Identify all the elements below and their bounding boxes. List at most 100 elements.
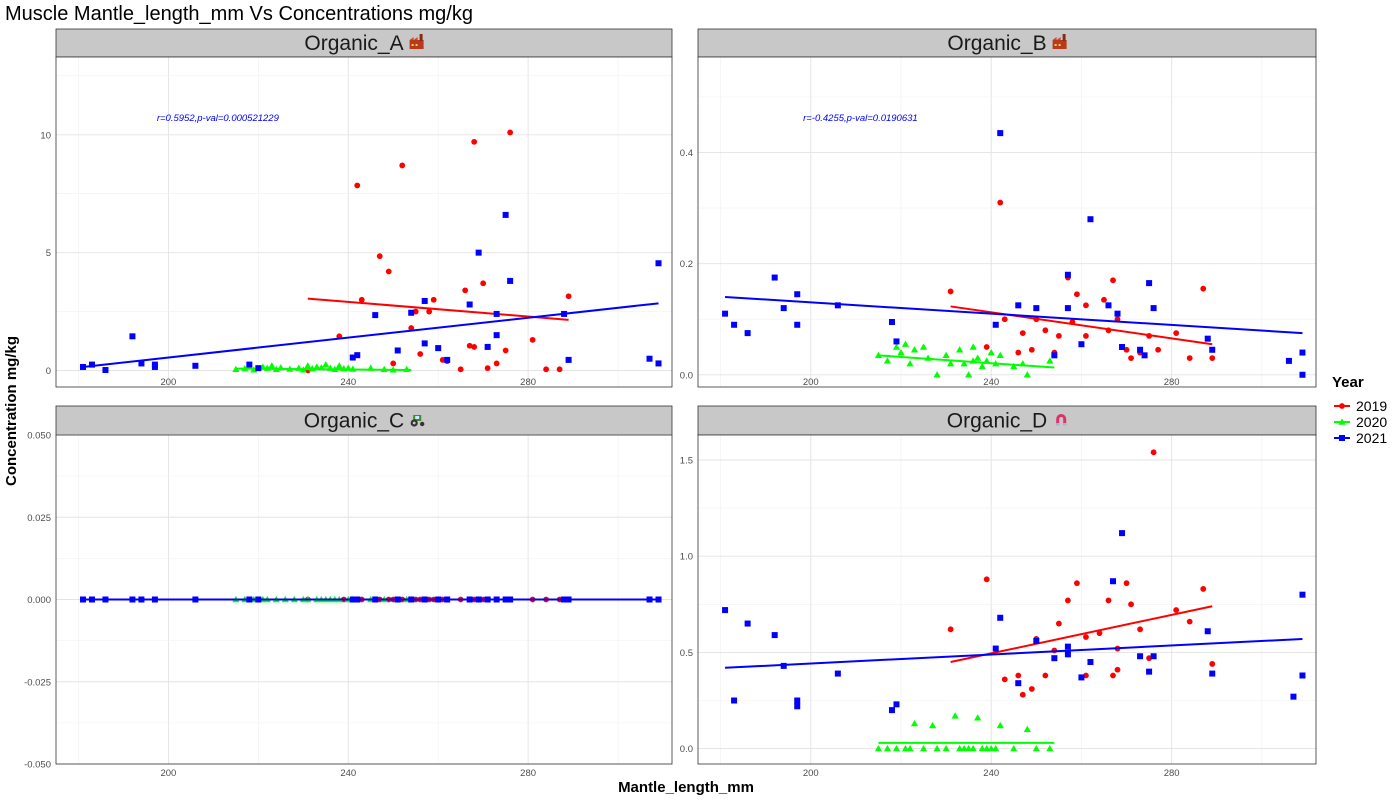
- data-point: [1110, 277, 1116, 284]
- data-point: [1123, 346, 1130, 353]
- data-point: [1023, 371, 1031, 378]
- data-point: [102, 367, 109, 374]
- data-point: [996, 721, 1004, 729]
- legend-item-2021: 2021: [1334, 430, 1387, 446]
- data-point: [1119, 344, 1126, 350]
- data-point: [322, 361, 330, 368]
- data-point: [493, 310, 500, 317]
- y-tick-label: 0.5: [680, 648, 693, 659]
- panel-border: [55, 434, 673, 765]
- series-2020: [874, 340, 1055, 378]
- panel-strip: [55, 405, 673, 436]
- data-point: [1200, 586, 1207, 592]
- x-tick-label: 240: [983, 768, 999, 779]
- data-point: [471, 138, 478, 145]
- legend-label: 2019: [1356, 398, 1387, 414]
- data-layer: [722, 130, 1306, 378]
- data-point: [1051, 655, 1058, 662]
- y-tick-label: 0.2: [680, 259, 693, 270]
- data-point: [475, 249, 482, 256]
- data-point: [722, 310, 729, 317]
- data-point: [556, 366, 563, 373]
- data-point: [1015, 349, 1022, 356]
- data-point: [1128, 601, 1134, 608]
- panel-strip: [697, 28, 1317, 58]
- data-point: [983, 745, 991, 752]
- trend-line: [725, 637, 1303, 669]
- plot-area: [698, 435, 1316, 764]
- data-point: [974, 354, 982, 361]
- trend-line: [307, 297, 569, 321]
- data-point: [1074, 580, 1080, 587]
- data-point: [484, 365, 491, 372]
- data-point: [992, 321, 999, 328]
- data-point: [960, 745, 968, 752]
- data-point: [974, 714, 982, 721]
- data-point: [744, 620, 751, 627]
- legend-label: 2020: [1356, 414, 1387, 430]
- data-point: [1299, 672, 1306, 679]
- legend-label: 2021: [1356, 430, 1387, 446]
- data-point: [529, 336, 536, 343]
- panel-strip-label: Organic_D: [947, 410, 1047, 433]
- data-point: [1078, 674, 1085, 681]
- panel-strip-label: Organic_C: [304, 410, 404, 433]
- data-point: [151, 363, 158, 370]
- data-point: [1119, 530, 1126, 537]
- data-point: [417, 351, 424, 357]
- data-point: [426, 308, 433, 315]
- data-point: [408, 309, 415, 316]
- data-point: [928, 721, 937, 729]
- x-tick-label: 200: [803, 768, 819, 779]
- data-point: [88, 361, 95, 368]
- data-point: [1087, 216, 1094, 223]
- data-point: [1110, 672, 1116, 679]
- data-point: [457, 366, 464, 373]
- gridlines: [698, 57, 1316, 387]
- data-point: [969, 745, 977, 752]
- data-point: [893, 701, 900, 708]
- data-point: [901, 340, 910, 347]
- series-2020: [874, 712, 1055, 752]
- series-2021: [79, 596, 662, 603]
- factory-icon: [409, 34, 424, 49]
- trend-line: [950, 605, 1213, 664]
- x-tick-label: 240: [340, 768, 356, 779]
- y-tick-label: 0.0: [680, 744, 693, 755]
- y-tick-label: 0: [46, 366, 51, 377]
- trend-line: [878, 354, 1055, 369]
- data-point: [1015, 680, 1022, 687]
- data-point: [1064, 651, 1071, 658]
- data-point: [1137, 346, 1144, 353]
- data-point: [1173, 330, 1180, 337]
- trend-line: [725, 296, 1303, 335]
- data-point: [794, 321, 801, 328]
- data-point: [897, 348, 905, 356]
- data-point: [1001, 676, 1008, 683]
- data-point: [1155, 346, 1162, 353]
- data-point: [1019, 691, 1026, 698]
- data-point: [493, 332, 500, 339]
- data-point: [1028, 346, 1035, 353]
- legend-key: [1339, 403, 1345, 409]
- data-point: [996, 351, 1004, 359]
- y-tick-label: 1.0: [680, 552, 693, 563]
- data-point: [1010, 745, 1018, 752]
- y-tick-label: 10: [40, 130, 51, 141]
- data-point: [1023, 725, 1031, 733]
- data-point: [1101, 296, 1107, 303]
- data-point: [1299, 349, 1306, 356]
- legend-item-2019: 2019: [1334, 398, 1387, 414]
- data-point: [1083, 672, 1089, 679]
- data-point: [1209, 661, 1216, 667]
- data-point: [138, 360, 145, 367]
- data-point: [192, 362, 199, 369]
- plot-area: [56, 57, 672, 387]
- data-point: [780, 305, 787, 312]
- data-point: [1033, 637, 1040, 644]
- data-point: [997, 199, 1004, 206]
- data-point: [1186, 355, 1193, 362]
- data-point: [987, 745, 995, 752]
- data-point: [1123, 580, 1130, 587]
